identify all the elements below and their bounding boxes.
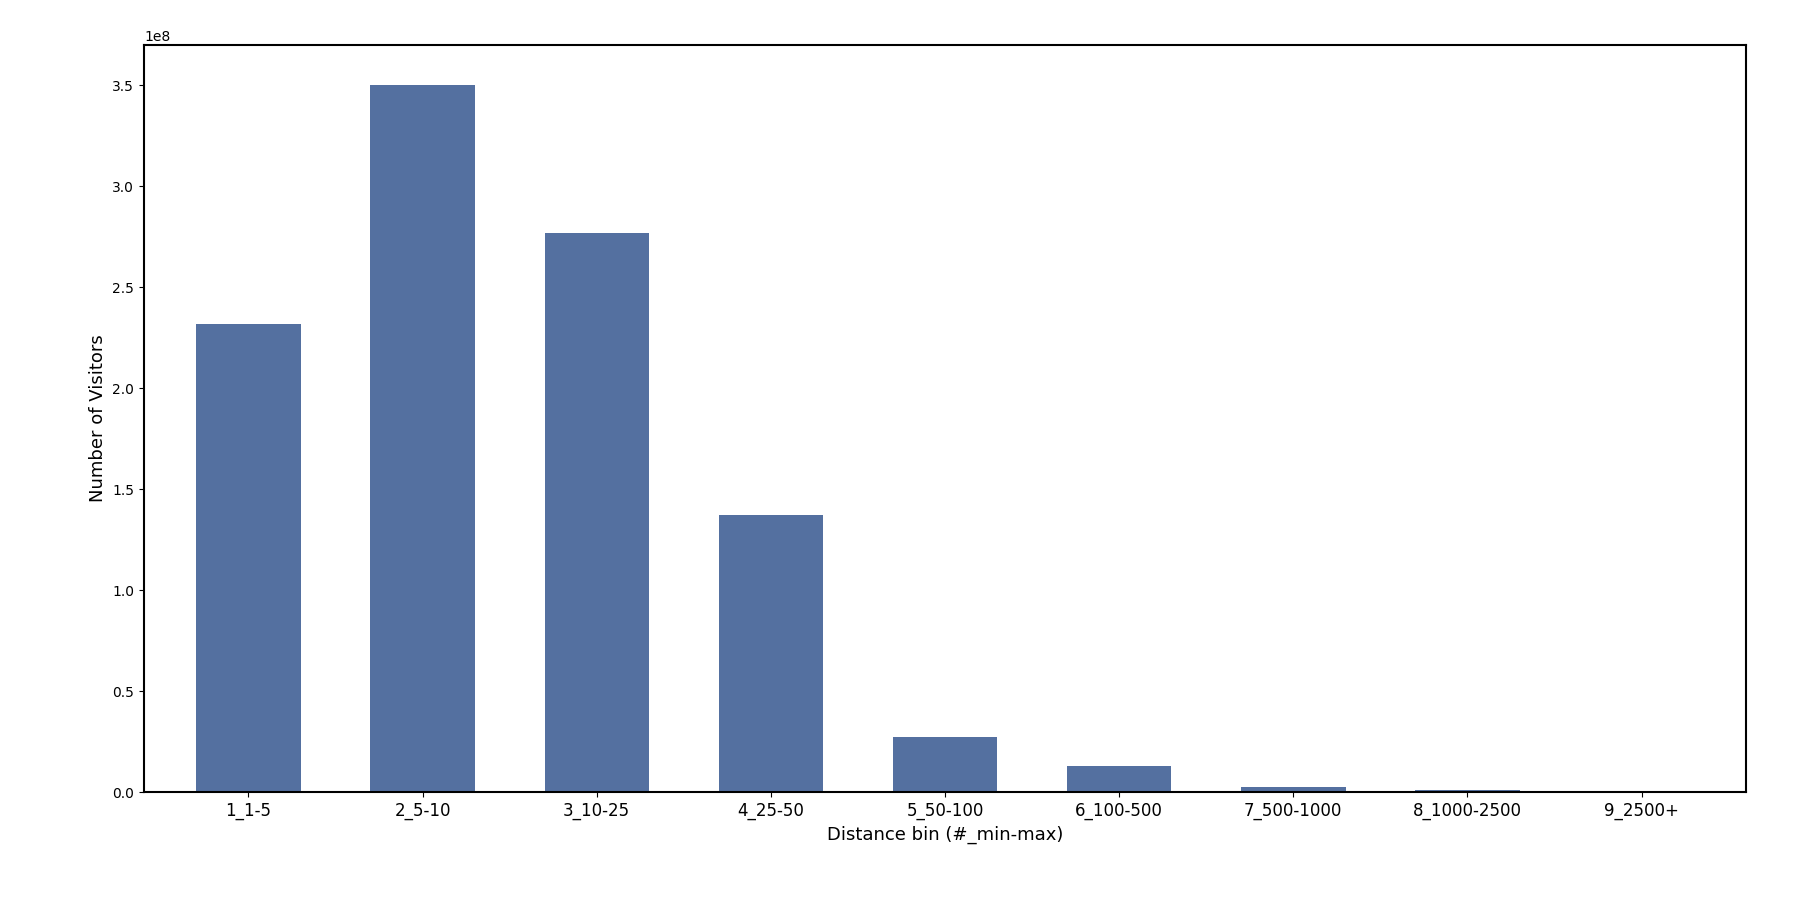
Bar — [1415, 790, 1519, 792]
Bar — [718, 516, 823, 792]
Bar — [1240, 787, 1346, 792]
X-axis label: Distance bin (#_min-max): Distance bin (#_min-max) — [826, 825, 1064, 843]
Bar — [1067, 766, 1172, 792]
Bar — [371, 86, 475, 792]
Bar — [544, 233, 650, 792]
Bar — [196, 324, 301, 792]
Bar — [893, 737, 997, 792]
Y-axis label: Number of Visitors: Number of Visitors — [88, 335, 106, 502]
Bar — [1589, 791, 1694, 792]
